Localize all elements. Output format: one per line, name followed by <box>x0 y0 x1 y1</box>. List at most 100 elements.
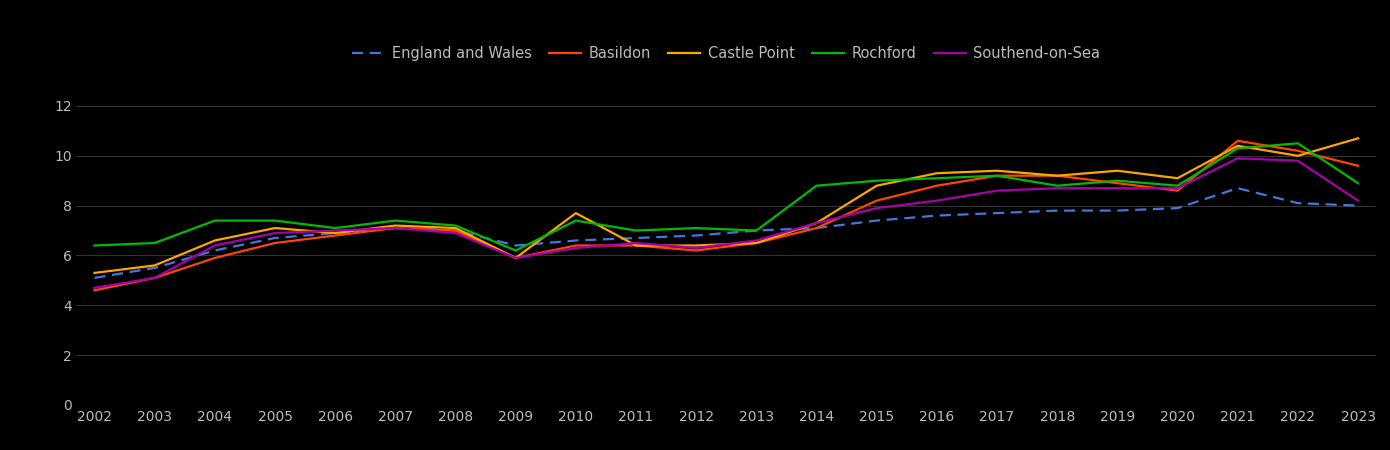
Basildon <box>869 198 885 203</box>
Castle Point <box>869 183 885 189</box>
Rochford <box>386 218 403 223</box>
Basildon <box>1229 138 1245 144</box>
Castle Point <box>1229 143 1245 148</box>
Castle Point <box>808 220 824 226</box>
Basildon <box>146 275 163 281</box>
England and Wales <box>1049 208 1066 213</box>
Line: Castle Point: Castle Point <box>95 138 1358 273</box>
Southend-on-Sea <box>86 285 103 291</box>
Rochford <box>146 240 163 246</box>
Rochford <box>567 218 584 223</box>
England and Wales <box>448 228 464 233</box>
Southend-on-Sea <box>929 198 945 203</box>
Rochford <box>1109 178 1126 184</box>
Rochford <box>267 218 284 223</box>
England and Wales <box>1169 205 1186 211</box>
Line: Southend-on-Sea: Southend-on-Sea <box>95 158 1358 288</box>
Rochford <box>869 178 885 184</box>
Basildon <box>567 243 584 248</box>
England and Wales <box>1290 200 1307 206</box>
Southend-on-Sea <box>567 245 584 251</box>
Southend-on-Sea <box>1350 198 1366 203</box>
Basildon <box>988 173 1005 178</box>
Castle Point <box>448 225 464 231</box>
Southend-on-Sea <box>1169 185 1186 191</box>
Castle Point <box>146 263 163 268</box>
Rochford <box>1229 146 1245 151</box>
Rochford <box>507 248 524 253</box>
Basildon <box>86 288 103 293</box>
Rochford <box>86 243 103 248</box>
Rochford <box>1169 183 1186 189</box>
England and Wales <box>386 225 403 231</box>
Line: England and Wales: England and Wales <box>95 188 1358 278</box>
Rochford <box>929 176 945 181</box>
England and Wales <box>267 235 284 241</box>
Castle Point <box>688 243 705 248</box>
Southend-on-Sea <box>628 240 645 246</box>
Castle Point <box>628 243 645 248</box>
Southend-on-Sea <box>146 275 163 281</box>
Castle Point <box>1290 153 1307 158</box>
Southend-on-Sea <box>1290 158 1307 163</box>
England and Wales <box>808 225 824 231</box>
Castle Point <box>327 230 343 236</box>
Southend-on-Sea <box>327 228 343 233</box>
Basildon <box>267 240 284 246</box>
England and Wales <box>869 218 885 223</box>
Rochford <box>688 225 705 231</box>
England and Wales <box>1229 185 1245 191</box>
Basildon <box>207 255 224 261</box>
England and Wales <box>327 230 343 236</box>
Southend-on-Sea <box>1229 156 1245 161</box>
England and Wales <box>929 213 945 218</box>
England and Wales <box>1109 208 1126 213</box>
Rochford <box>448 223 464 228</box>
Basildon <box>929 183 945 189</box>
Legend: England and Wales, Basildon, Castle Point, Rochford, Southend-on-Sea: England and Wales, Basildon, Castle Poin… <box>346 40 1106 67</box>
Southend-on-Sea <box>448 230 464 236</box>
Castle Point <box>929 171 945 176</box>
Rochford <box>808 183 824 189</box>
Southend-on-Sea <box>207 243 224 248</box>
Basildon <box>507 255 524 261</box>
England and Wales <box>507 243 524 248</box>
Southend-on-Sea <box>748 238 765 243</box>
Rochford <box>1049 183 1066 189</box>
Basildon <box>748 240 765 246</box>
England and Wales <box>207 248 224 253</box>
Rochford <box>988 173 1005 178</box>
Basildon <box>327 233 343 238</box>
Basildon <box>1169 188 1186 194</box>
Line: Rochford: Rochford <box>95 143 1358 251</box>
England and Wales <box>146 265 163 270</box>
Basildon <box>628 243 645 248</box>
Basildon <box>688 248 705 253</box>
Castle Point <box>567 211 584 216</box>
Line: Basildon: Basildon <box>95 141 1358 290</box>
Southend-on-Sea <box>386 225 403 231</box>
Basildon <box>1350 163 1366 168</box>
England and Wales <box>1350 203 1366 208</box>
Castle Point <box>1109 168 1126 173</box>
Basildon <box>448 228 464 233</box>
Southend-on-Sea <box>507 255 524 261</box>
Rochford <box>327 225 343 231</box>
Rochford <box>1350 180 1366 186</box>
England and Wales <box>628 235 645 241</box>
England and Wales <box>86 275 103 281</box>
Castle Point <box>386 223 403 228</box>
Castle Point <box>507 255 524 261</box>
Castle Point <box>988 168 1005 173</box>
Basildon <box>1290 148 1307 153</box>
Basildon <box>1109 180 1126 186</box>
Southend-on-Sea <box>1049 185 1066 191</box>
England and Wales <box>988 211 1005 216</box>
Castle Point <box>1049 173 1066 178</box>
England and Wales <box>748 228 765 233</box>
Rochford <box>1290 140 1307 146</box>
Southend-on-Sea <box>869 205 885 211</box>
Southend-on-Sea <box>267 230 284 236</box>
Basildon <box>808 225 824 231</box>
Southend-on-Sea <box>1109 185 1126 191</box>
